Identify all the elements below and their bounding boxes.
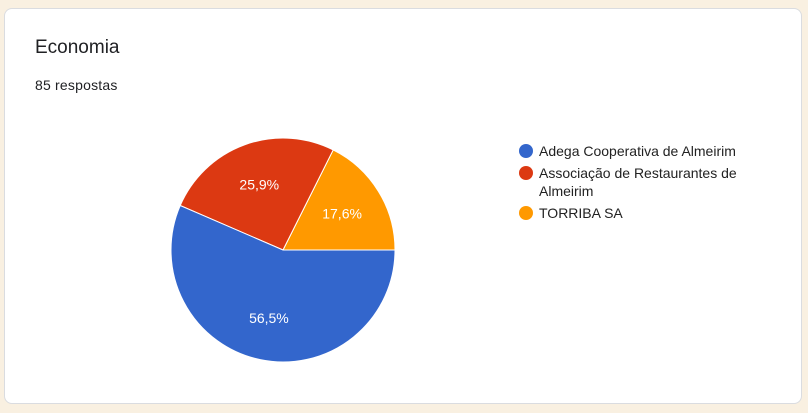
legend-label: Adega Cooperativa de Almeirim	[539, 143, 736, 159]
chart-card: Economia 85 respostas 17,6% 25,9% 56,5% Ad…	[4, 8, 802, 404]
slice-label: 56,5%	[249, 310, 289, 326]
slice-label: 25,9%	[239, 177, 279, 193]
legend-label: TORRIBA SA	[539, 205, 623, 221]
pie-slice[interactable]	[282, 149, 396, 251]
legend-item[interactable]: TORRIBA SA	[515, 204, 775, 222]
slice-label: 17,6%	[322, 206, 362, 222]
response-count: 85 respostas	[35, 77, 118, 93]
question-title: Economia	[35, 37, 120, 58]
legend-label: Associação de Restaurantes de Almeirim	[539, 165, 737, 199]
legend-swatch	[519, 206, 533, 220]
legend-item[interactable]: Adega Cooperativa de Almeirim	[515, 142, 775, 160]
legend-swatch	[519, 144, 533, 158]
pie-slice[interactable]	[170, 204, 396, 363]
legend: Adega Cooperativa de Almeirim Associação…	[515, 142, 775, 226]
legend-item[interactable]: Associação de Restaurantes de Almeirim	[515, 164, 775, 200]
legend-swatch	[519, 166, 533, 180]
pie-chart: 17,6% 25,9% 56,5%	[170, 137, 396, 363]
